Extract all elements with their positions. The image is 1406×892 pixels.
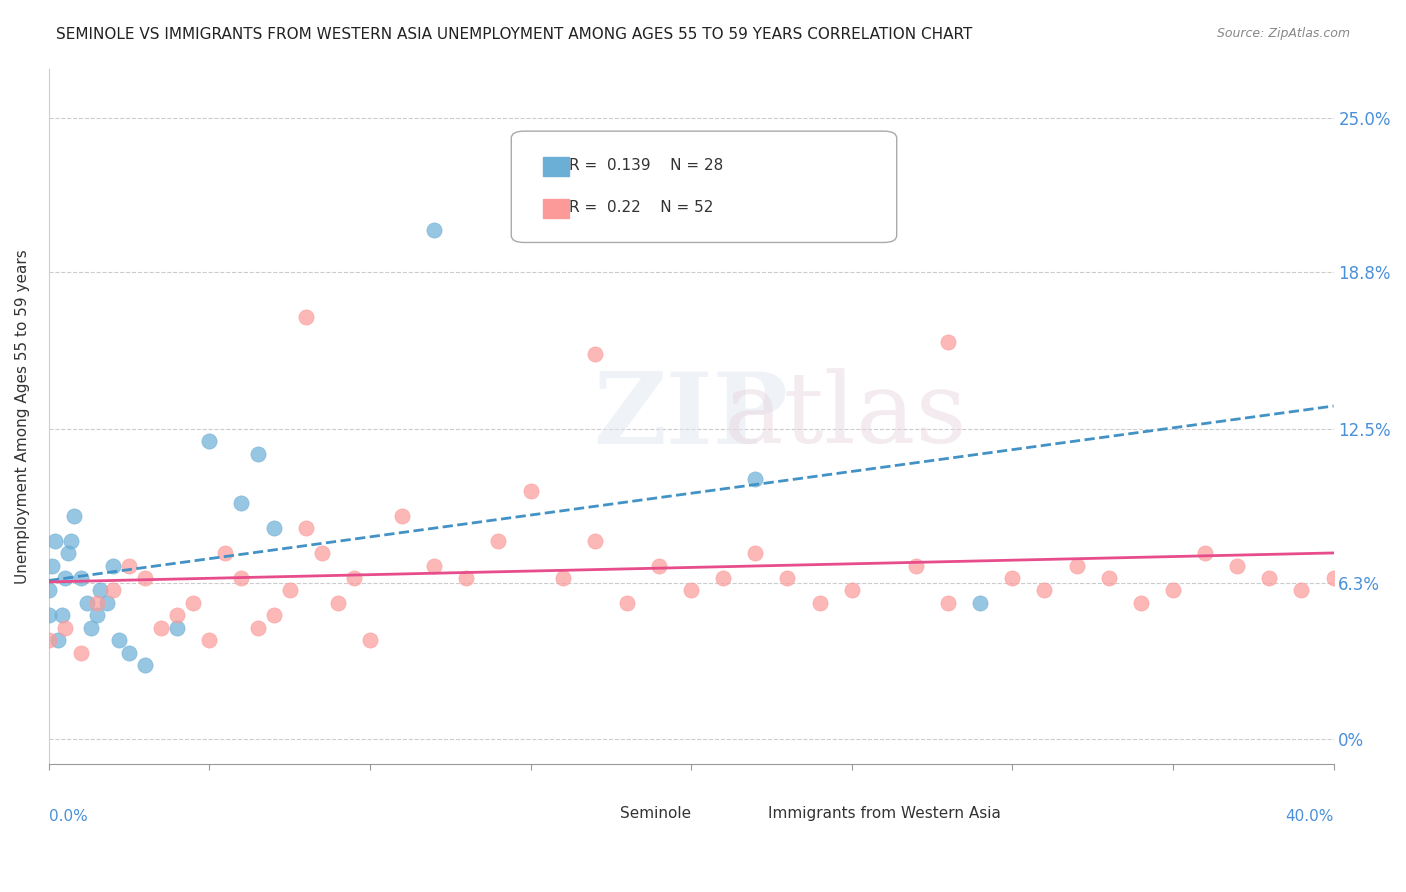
Point bbox=[96, 596, 118, 610]
Point bbox=[681, 583, 703, 598]
Point bbox=[278, 583, 301, 598]
Point bbox=[89, 583, 111, 598]
Point bbox=[86, 608, 108, 623]
Text: R =  0.139    N = 28: R = 0.139 N = 28 bbox=[569, 159, 723, 173]
Text: ZIP: ZIP bbox=[593, 368, 789, 465]
Text: 40.0%: 40.0% bbox=[1285, 809, 1333, 824]
Point bbox=[198, 633, 221, 648]
Point bbox=[118, 558, 141, 573]
Point bbox=[101, 583, 124, 598]
Point bbox=[263, 521, 285, 535]
Point bbox=[808, 596, 831, 610]
Point bbox=[1258, 571, 1281, 585]
Point bbox=[1066, 558, 1088, 573]
Point bbox=[1033, 583, 1056, 598]
Text: Seminole: Seminole bbox=[620, 805, 692, 821]
Point bbox=[936, 596, 959, 610]
Point bbox=[198, 434, 221, 449]
Point bbox=[744, 471, 766, 485]
FancyBboxPatch shape bbox=[595, 803, 620, 822]
Point bbox=[711, 571, 734, 585]
Text: Immigrants from Western Asia: Immigrants from Western Asia bbox=[768, 805, 1001, 821]
Point bbox=[263, 608, 285, 623]
FancyBboxPatch shape bbox=[543, 157, 569, 177]
Point bbox=[231, 571, 253, 585]
FancyBboxPatch shape bbox=[512, 131, 897, 243]
Point bbox=[134, 657, 156, 672]
Point bbox=[326, 596, 349, 610]
Point bbox=[108, 633, 131, 648]
Point bbox=[456, 571, 478, 585]
Text: atlas: atlas bbox=[724, 368, 967, 465]
Point bbox=[486, 533, 509, 548]
Point bbox=[311, 546, 333, 560]
Point bbox=[1194, 546, 1216, 560]
Point bbox=[38, 633, 60, 648]
Point bbox=[1161, 583, 1184, 598]
Point bbox=[551, 571, 574, 585]
Point bbox=[60, 533, 83, 548]
Point bbox=[79, 621, 101, 635]
Point bbox=[53, 571, 76, 585]
Point bbox=[38, 583, 60, 598]
Point bbox=[1001, 571, 1024, 585]
Point bbox=[41, 558, 63, 573]
Text: R =  0.22    N = 52: R = 0.22 N = 52 bbox=[569, 200, 713, 215]
Point bbox=[150, 621, 173, 635]
Point bbox=[616, 596, 638, 610]
Point bbox=[38, 608, 60, 623]
Point bbox=[583, 347, 606, 361]
Point bbox=[391, 508, 413, 523]
FancyBboxPatch shape bbox=[543, 199, 569, 219]
Point bbox=[1098, 571, 1121, 585]
Point bbox=[936, 334, 959, 349]
Text: SEMINOLE VS IMMIGRANTS FROM WESTERN ASIA UNEMPLOYMENT AMONG AGES 55 TO 59 YEARS : SEMINOLE VS IMMIGRANTS FROM WESTERN ASIA… bbox=[56, 27, 973, 42]
Point bbox=[969, 596, 991, 610]
Point bbox=[519, 483, 541, 498]
Point bbox=[231, 496, 253, 510]
Point bbox=[423, 223, 446, 237]
Point bbox=[86, 596, 108, 610]
Point bbox=[63, 508, 86, 523]
Text: Source: ZipAtlas.com: Source: ZipAtlas.com bbox=[1216, 27, 1350, 40]
Point bbox=[648, 558, 671, 573]
Text: 0.0%: 0.0% bbox=[49, 809, 87, 824]
Point bbox=[1129, 596, 1152, 610]
Point bbox=[1322, 571, 1344, 585]
FancyBboxPatch shape bbox=[742, 803, 768, 822]
Point bbox=[134, 571, 156, 585]
Point bbox=[70, 646, 93, 660]
Point bbox=[359, 633, 381, 648]
Point bbox=[841, 583, 863, 598]
Point bbox=[744, 546, 766, 560]
Point bbox=[1291, 583, 1313, 598]
Point bbox=[583, 533, 606, 548]
Point bbox=[1226, 558, 1249, 573]
Y-axis label: Unemployment Among Ages 55 to 59 years: Unemployment Among Ages 55 to 59 years bbox=[15, 249, 30, 583]
Point bbox=[53, 621, 76, 635]
Point bbox=[246, 621, 269, 635]
Point bbox=[166, 621, 188, 635]
Point bbox=[214, 546, 236, 560]
Point bbox=[76, 596, 98, 610]
Point bbox=[423, 558, 446, 573]
Point bbox=[776, 571, 799, 585]
Point bbox=[48, 633, 70, 648]
Point bbox=[118, 646, 141, 660]
Point bbox=[294, 310, 316, 324]
Point bbox=[246, 447, 269, 461]
Point bbox=[904, 558, 927, 573]
Point bbox=[56, 546, 79, 560]
Point bbox=[294, 521, 316, 535]
Point bbox=[70, 571, 93, 585]
Point bbox=[101, 558, 124, 573]
Point bbox=[51, 608, 73, 623]
Point bbox=[181, 596, 204, 610]
Point bbox=[44, 533, 66, 548]
Point bbox=[166, 608, 188, 623]
Point bbox=[343, 571, 366, 585]
